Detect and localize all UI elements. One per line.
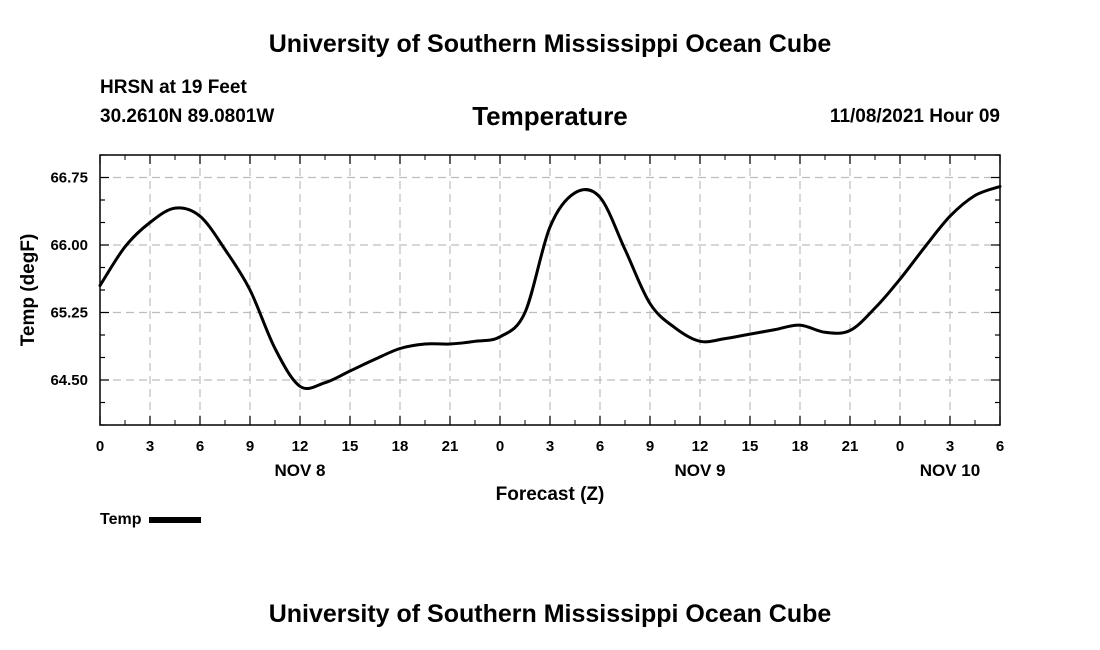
x-tick-label: 15 <box>342 438 359 455</box>
x-tick-label: 12 <box>292 438 309 455</box>
y-tick-label: 65.25 <box>50 305 88 322</box>
x-tick-label: 3 <box>546 438 554 455</box>
y-tick-label: 64.50 <box>50 372 88 389</box>
x-tick-label: 6 <box>596 438 604 455</box>
x-tick-label: 0 <box>96 438 104 455</box>
x-tick-label: 3 <box>946 438 954 455</box>
chart-title: Temperature <box>472 101 628 131</box>
main-title: University of Southern Mississippi Ocean… <box>268 30 832 58</box>
station-coordinates: 30.2610N 89.0801W <box>100 106 275 127</box>
forecast-datetime: 11/08/2021 Hour 09 <box>829 106 1000 127</box>
y-tick-label: 66.00 <box>50 237 88 254</box>
x-tick-label: 3 <box>146 438 154 455</box>
x-tick-label: 6 <box>196 438 204 455</box>
x-tick-label: 0 <box>496 438 504 455</box>
x-axis-title: Forecast (Z) <box>496 484 605 505</box>
x-tick-label: 0 <box>896 438 904 455</box>
x-tick-label: 21 <box>442 438 459 455</box>
footer-title: University of Southern Mississippi Ocean… <box>268 600 832 628</box>
x-day-label: NOV 9 <box>674 461 725 480</box>
plot-frame <box>99 154 1001 426</box>
x-tick-label: 12 <box>692 438 709 455</box>
x-tick-label: 15 <box>742 438 759 455</box>
temp-series-line <box>98 185 1002 390</box>
x-day-label: NOV 10 <box>920 461 980 480</box>
y-tick-label: 66.75 <box>50 170 88 187</box>
x-tick-label: 18 <box>392 438 409 455</box>
x-day-label: NOV 8 <box>274 461 325 480</box>
x-tick-label: 9 <box>246 438 254 455</box>
legend-label: Temp <box>100 511 142 528</box>
legend-swatch <box>149 517 202 523</box>
x-tick-label: 21 <box>842 438 859 455</box>
legend: Temp <box>100 510 202 530</box>
x-tick-label: 9 <box>646 438 654 455</box>
x-tick-label: 6 <box>996 438 1004 455</box>
station-label: HRSN at 19 Feet <box>100 77 247 98</box>
x-tick-label: 18 <box>792 438 809 455</box>
y-axis-title: Temp (degF) <box>18 234 39 347</box>
